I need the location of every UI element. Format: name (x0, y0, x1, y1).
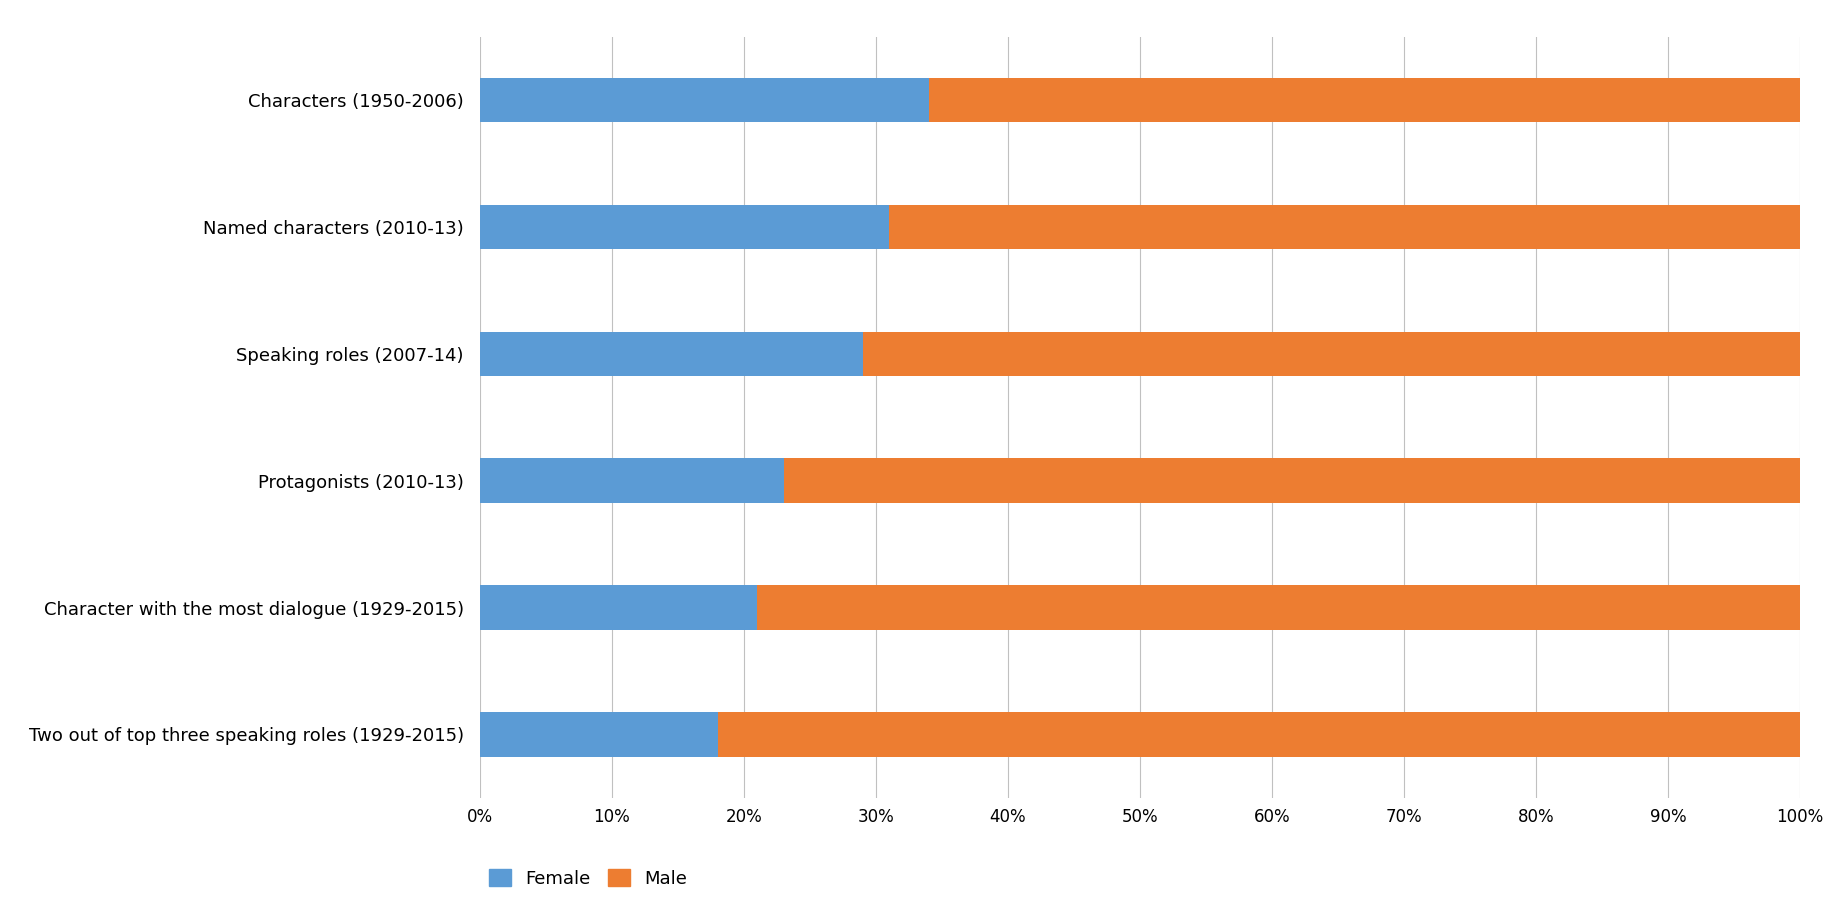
Bar (783, 458, 1800, 503)
Bar (480, 78, 929, 122)
Bar (862, 332, 1800, 376)
Bar (890, 204, 1800, 249)
Bar (480, 204, 890, 249)
Bar (480, 585, 757, 630)
Bar (480, 458, 783, 503)
Bar (718, 713, 1800, 757)
Bar (480, 713, 718, 757)
Bar (480, 332, 862, 376)
Bar (757, 585, 1800, 630)
Bar (929, 78, 1800, 122)
Legend: Female, Male: Female, Male (489, 869, 687, 888)
